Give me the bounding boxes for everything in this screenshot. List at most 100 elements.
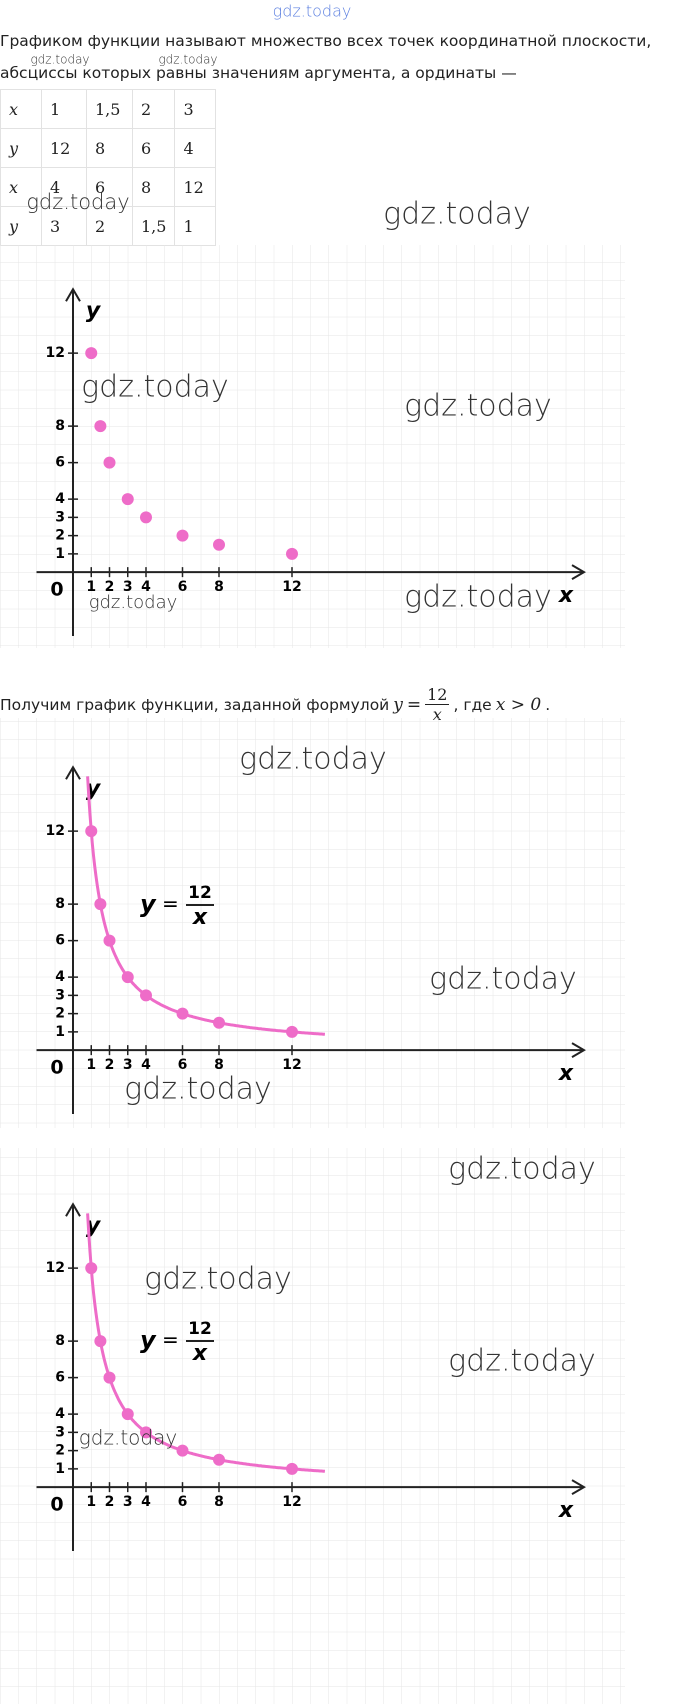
intro-line: абсциссы которых равны значениям аргумен… (0, 64, 517, 82)
x-tick-label: 4 (141, 1057, 151, 1073)
math: = (406, 694, 422, 715)
x-tick-label: 3 (123, 579, 133, 595)
y-tick-label: 4 (55, 1406, 65, 1422)
table-cell: 4 (174, 128, 217, 168)
text: , где (453, 695, 492, 714)
point (121, 1408, 134, 1421)
watermark: gdz.today (158, 53, 217, 67)
y-axis-label: y (86, 298, 102, 323)
origin-label: 0 (50, 1494, 63, 1516)
formula-numerator: 12 (188, 1319, 212, 1339)
table-cell: 12 (174, 167, 217, 207)
y-tick-label: 4 (55, 969, 65, 985)
x-tick-label: 2 (105, 579, 115, 595)
point (176, 1444, 189, 1457)
point (140, 511, 152, 524)
y-tick-label: 1 (55, 546, 65, 562)
formula-numerator: 12 (188, 883, 212, 903)
y-tick-label: 6 (55, 1370, 65, 1386)
point (121, 971, 134, 984)
y-tick-label: 8 (55, 418, 65, 434)
x-axis-label: x (558, 1061, 574, 1086)
point (85, 1262, 98, 1275)
x-tick-label: 12 (282, 579, 301, 595)
table-cell: 2 (131, 89, 176, 129)
point (286, 1025, 298, 1038)
y-tick-label: 12 (46, 1260, 65, 1276)
table-cell: 4 (41, 167, 87, 207)
x-tick-label: 6 (178, 579, 188, 595)
math: x > 0 (495, 694, 542, 715)
point (286, 547, 298, 560)
table-cell: 6 (131, 128, 176, 168)
watermark: gdz.today (404, 580, 552, 615)
x-tick-label: 8 (214, 1057, 224, 1073)
point (176, 1007, 189, 1020)
point (85, 347, 98, 360)
text: . (545, 695, 551, 714)
x-axis-arrow (571, 1479, 586, 1495)
watermark: gdz.today (448, 1152, 596, 1187)
watermark: gdz.today (89, 592, 178, 613)
table-row: x 1 1,5 2 3 (0, 89, 217, 129)
point (140, 989, 152, 1002)
fraction: 12 x (425, 685, 450, 724)
y-tick-label: 2 (55, 528, 65, 544)
watermark: gdz.today (448, 1344, 596, 1379)
x-tick-label: 8 (214, 1494, 224, 1510)
watermark: gdz.today (429, 962, 577, 997)
x-tick-label: 2 (105, 1494, 115, 1510)
point (213, 1016, 225, 1029)
y-tick-label: 12 (46, 345, 65, 361)
x-tick-label: 1 (86, 579, 96, 595)
y-axis-arrow (65, 287, 81, 302)
intro-line: Графиком функции называют множество всех… (0, 32, 652, 50)
y-tick-label: 6 (55, 933, 65, 949)
denominator: x (432, 705, 442, 724)
x-tick-label: 6 (178, 1494, 188, 1510)
watermark: gdz.today (124, 1072, 272, 1107)
table-cell: 1,5 (131, 206, 176, 246)
x-axis-arrow (571, 564, 586, 580)
table-row: y 12 8 6 4 (0, 128, 217, 168)
y-tick-label: 12 (46, 823, 65, 839)
point (94, 1335, 107, 1348)
table-row: y 3 2 1,5 1 (0, 206, 217, 246)
formula-eq: = (162, 1328, 179, 1352)
formula-lhs: y (140, 1326, 157, 1354)
x-tick-label: 4 (141, 579, 151, 595)
y-tick-label: 2 (55, 1006, 65, 1022)
y-tick-label: 8 (55, 896, 65, 912)
point (121, 493, 134, 506)
watermark: gdz.today (26, 190, 129, 214)
watermark: gdz.today (383, 197, 531, 232)
y-tick-label: 3 (55, 987, 65, 1003)
math: y (393, 694, 403, 715)
origin-label: 0 (50, 579, 63, 601)
table-cell: x (0, 89, 42, 129)
formula-line: Получим график функции, заданной формуло… (0, 685, 550, 724)
origin-label: 0 (50, 1057, 63, 1079)
point (94, 420, 107, 433)
y-tick-label: 2 (55, 1443, 65, 1459)
x-axis-arrow (571, 1042, 586, 1058)
x-tick-label: 12 (282, 1057, 301, 1073)
table-cell: 8 (131, 167, 176, 207)
value-table: x 1 1,5 2 3 y 12 8 6 4 x 4 6 8 12 y 3 2 1,5 1 (0, 89, 217, 246)
x-tick-label: 8 (214, 579, 224, 595)
point (103, 1371, 116, 1384)
x-tick-label: 1 (86, 1494, 96, 1510)
point (176, 529, 189, 542)
formula-lhs: y (140, 890, 157, 918)
table-cell: 3 (174, 89, 217, 129)
text: Получим график функции, заданной формуло… (0, 695, 390, 714)
y-tick-label: 8 (55, 1333, 65, 1349)
point (213, 538, 225, 551)
y-tick-label: 6 (55, 455, 65, 471)
table-cell: 1 (41, 89, 87, 129)
watermark: gdz.today (239, 742, 387, 777)
x-axis-label: x (558, 583, 574, 608)
y-tick-label: 4 (55, 491, 65, 507)
